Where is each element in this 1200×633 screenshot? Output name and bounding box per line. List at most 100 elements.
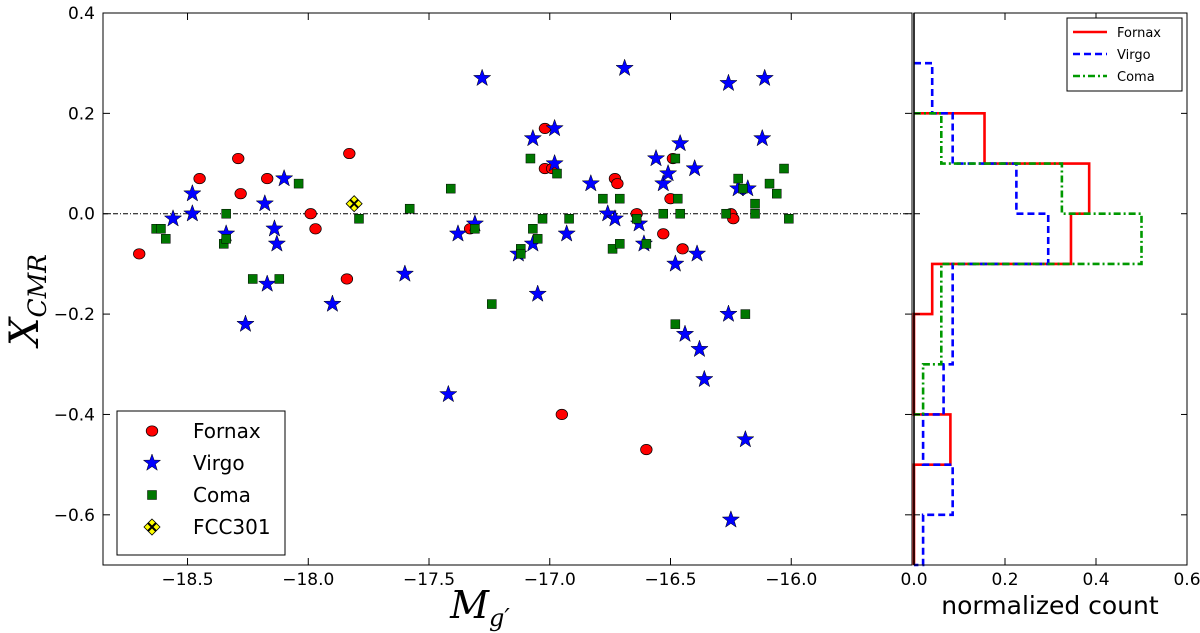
coma-point: [293, 178, 304, 189]
histogram-area: [914, 13, 1187, 565]
y-tick-label: 0.2: [68, 104, 95, 124]
legend-box: [116, 410, 286, 556]
coma-point: [750, 208, 760, 219]
coma-point: [673, 193, 683, 204]
fornax-point: [261, 173, 274, 185]
fornax-point: [234, 188, 247, 200]
virgo-histogram: [914, 61, 1050, 567]
x-tick-label: −18.0: [282, 570, 334, 590]
histogram-frame: [913, 12, 1188, 566]
fornax-point: [133, 248, 146, 260]
plot-frame: [102, 12, 913, 566]
y-tick-label: −0.2: [54, 305, 95, 325]
coma-point: [738, 183, 748, 194]
virgo-point: [605, 208, 625, 227]
histogram-legend-label-virgo: Virgo: [1117, 48, 1151, 63]
virgo-point: [472, 68, 492, 87]
legend-label-fcc301: FCC301: [193, 515, 271, 539]
coma-point: [615, 193, 625, 204]
virgo-point: [236, 314, 255, 333]
virgo-point: [439, 384, 458, 403]
virgo-point: [163, 208, 183, 227]
fornax-point: [657, 228, 670, 240]
virgo-point: [257, 274, 277, 292]
histogram-x-tick-label: 0.2: [991, 570, 1018, 590]
coma-point: [470, 224, 480, 234]
legend-marker-coma: [147, 490, 157, 500]
scatter-panel: −18.5 −18.0 −17.5 −17.0 −16.5 −16.0 0.4 0.2 0.0 −…: [54, 4, 913, 590]
coma-point: [658, 208, 669, 219]
virgo-point: [274, 168, 294, 187]
fornax-point: [193, 173, 206, 185]
coma-histogram: [914, 112, 1143, 416]
legend-label-fornax: Fornax: [193, 419, 261, 443]
histogram-panel: 0.0 0.2 0.4 0.6 Fornax Virgo Coma: [900, 12, 1200, 590]
coma-point: [516, 249, 526, 259]
coma-point: [404, 203, 415, 214]
coma-point: [670, 319, 681, 329]
virgo-point: [752, 128, 772, 147]
histogram-x-tick-label: 0.0: [900, 570, 927, 590]
virgo-point: [755, 68, 774, 87]
coma-point: [354, 213, 364, 224]
histogram-legend-label-coma: Coma: [1117, 70, 1155, 85]
coma-point: [161, 234, 171, 244]
virgo-point: [719, 304, 738, 322]
coma-point: [779, 163, 789, 174]
y-tick-label: 0.4: [68, 4, 95, 24]
virgo-point: [658, 163, 678, 182]
virgo-point: [395, 264, 415, 282]
virgo-point: [448, 224, 468, 242]
fornax-point: [611, 178, 624, 190]
virgo-point: [719, 73, 738, 92]
legend-marker-virgo: [142, 453, 162, 471]
x-tick-label: −16.0: [765, 570, 817, 590]
fornax-point: [676, 243, 689, 255]
virgo-point: [183, 183, 202, 202]
virgo-point: [528, 284, 547, 302]
legend-label-coma: Coma: [193, 483, 251, 507]
virgo-point: [721, 510, 741, 528]
coma-point: [445, 183, 456, 194]
coma-point: [487, 299, 497, 309]
virgo-point: [523, 128, 543, 147]
histogram-legend: Fornax Virgo Coma: [1066, 17, 1183, 92]
virgo-point: [675, 324, 695, 343]
coma-point: [598, 193, 608, 204]
coma-series: [151, 153, 794, 329]
coma-point: [156, 224, 166, 234]
virgo-point: [255, 193, 275, 212]
virgo-point: [666, 254, 685, 272]
virgo-point: [736, 429, 755, 448]
coma-point: [740, 309, 751, 319]
virgo-point: [557, 224, 576, 242]
coma-point: [525, 153, 536, 164]
legend-label-virgo: Virgo: [193, 451, 245, 475]
fornax-point: [343, 147, 356, 160]
virgo-point: [267, 234, 287, 252]
histogram-legend-label-fornax: Fornax: [1117, 26, 1161, 41]
coma-point: [552, 168, 562, 179]
virgo-point: [690, 339, 709, 358]
legend-marker-fcc301: [143, 518, 161, 536]
virgo-point: [615, 58, 634, 77]
coma-point: [750, 198, 760, 209]
fornax-point: [309, 223, 322, 235]
coma-point: [733, 173, 743, 184]
coma-point: [764, 178, 775, 189]
y-tick-label: −0.6: [54, 506, 95, 526]
coma-point: [675, 208, 685, 219]
histogram-x-tick-label: 0.4: [1082, 570, 1109, 590]
virgo-point: [598, 203, 618, 222]
fornax-point: [304, 208, 317, 220]
virgo-point: [670, 133, 690, 152]
coma-point: [607, 244, 618, 254]
coma-point: [528, 224, 538, 234]
coma-point: [772, 188, 782, 199]
coma-point: [564, 213, 574, 224]
virgo-point: [687, 244, 707, 262]
fornax-point: [640, 444, 653, 456]
fornax-point: [232, 152, 245, 165]
virgo-point: [545, 153, 564, 172]
